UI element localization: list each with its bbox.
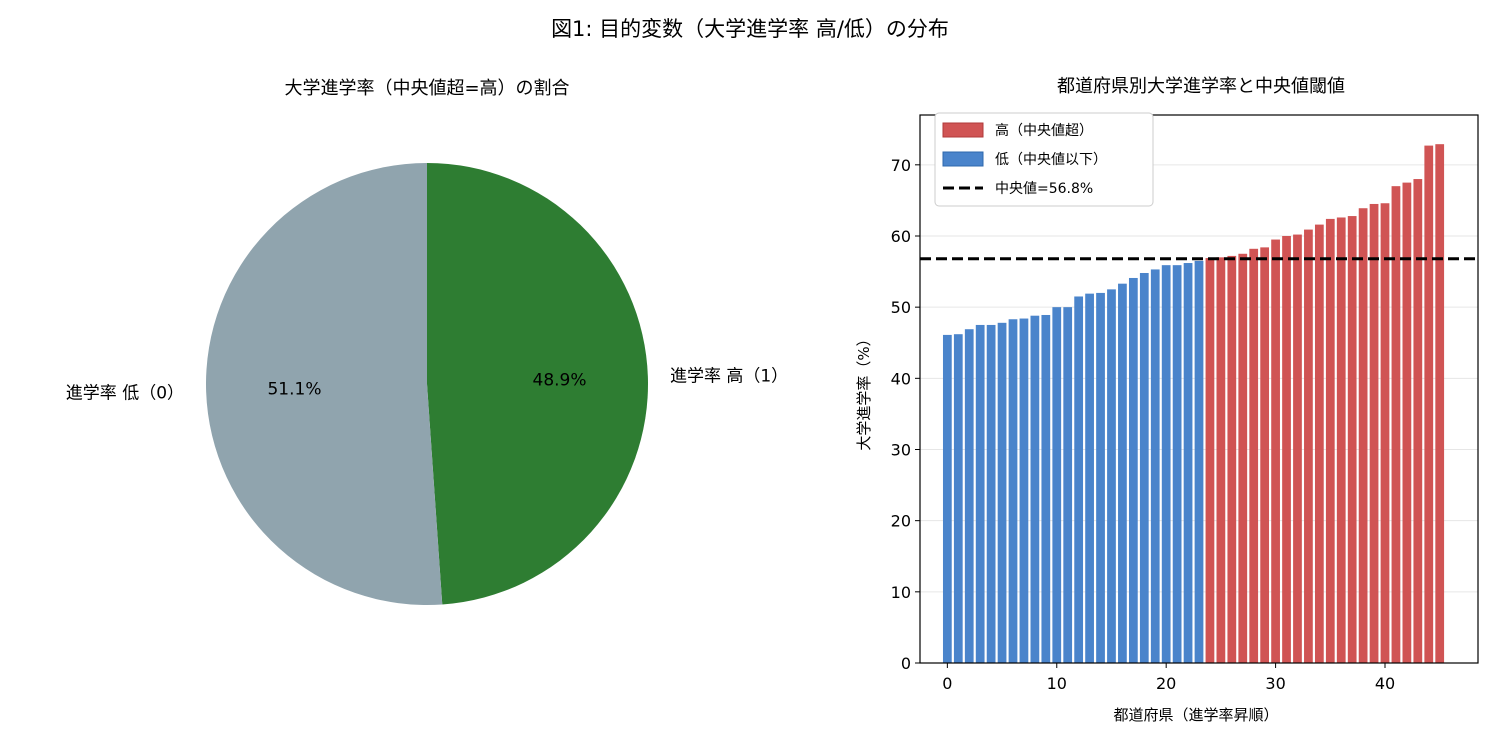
bar-low xyxy=(1194,260,1204,663)
pie-chart: 大学進学率（中央値超=高）の割合 進学率 高（1） 進学率 低（0） 48.9%… xyxy=(66,78,788,605)
bar-low xyxy=(997,322,1007,663)
bar-low xyxy=(1019,318,1029,663)
bar-low xyxy=(1183,263,1193,663)
pie-title: 大学進学率（中央値超=高）の割合 xyxy=(284,78,569,99)
legend-label-low: 低（中央値以下） xyxy=(995,152,1107,168)
bar-chart: 都道府県別大学進学率と中央値閾値 0 10 20 30 40 0 10 20 30 40 50 60… xyxy=(855,76,1479,724)
bar-high xyxy=(1424,145,1434,663)
plot-frame xyxy=(919,114,1479,664)
y-tick-label: 50 xyxy=(891,298,911,317)
x-axis-label: 都道府県（進学率昇順） xyxy=(1113,706,1278,724)
bar-high xyxy=(1238,253,1248,663)
y-tick-label: 70 xyxy=(891,156,911,175)
bar-high xyxy=(1369,203,1379,663)
bar-low xyxy=(1063,307,1073,663)
bar-high xyxy=(1358,208,1368,663)
y-tick-label: 40 xyxy=(891,369,911,388)
legend-patch-low xyxy=(942,151,984,167)
bar-low xyxy=(1096,292,1105,663)
bar-low xyxy=(1041,314,1051,663)
bar-low xyxy=(1030,315,1040,663)
bar-high xyxy=(1347,216,1357,663)
x-axis-ticks: 0 10 20 30 40 xyxy=(942,663,1395,693)
bar-chart-title: 都道府県別大学進学率と中央値閾値 xyxy=(1057,76,1345,97)
bars xyxy=(942,144,1445,664)
bar-low xyxy=(975,324,985,663)
x-tick-label: 30 xyxy=(1265,674,1285,693)
y-tick-label: 60 xyxy=(891,227,911,246)
figure-title: 図1: 目的変数（大学進学率 高/低）の分布 xyxy=(551,17,949,41)
y-axis-label: 大学進学率（%） xyxy=(855,331,873,450)
bar-low xyxy=(1085,293,1094,663)
bar-high xyxy=(1249,248,1259,663)
pie-slices xyxy=(206,163,649,605)
bar-high xyxy=(1391,186,1401,664)
pie-slice-label-high: 進学率 高（1） xyxy=(670,367,788,387)
bar-low xyxy=(942,334,952,663)
bar-low xyxy=(1118,283,1127,663)
bar-high xyxy=(1336,217,1346,663)
x-tick-label: 40 xyxy=(1375,674,1395,693)
bar-low xyxy=(1107,289,1116,663)
y-tick-label: 0 xyxy=(901,654,911,673)
bar-low xyxy=(1074,296,1084,663)
bar-high xyxy=(1227,255,1237,663)
bar-low xyxy=(953,334,963,663)
pie-slice-low xyxy=(206,163,443,605)
bar-low xyxy=(964,329,974,663)
bar-high xyxy=(1325,218,1335,663)
y-tick-label: 10 xyxy=(891,583,911,602)
pie-slice-pct-low: 51.1% xyxy=(267,380,321,400)
bar-low xyxy=(1052,307,1062,663)
x-tick-label: 20 xyxy=(1156,674,1176,693)
legend-label-high: 高（中央値超） xyxy=(995,122,1093,139)
x-tick-label: 10 xyxy=(1047,674,1067,693)
bar-high xyxy=(1402,182,1412,663)
y-axis-ticks: 0 10 20 30 40 50 60 70 xyxy=(891,156,920,673)
bar-low xyxy=(1172,265,1182,663)
bar-low xyxy=(1161,265,1171,663)
bar-low xyxy=(986,324,996,663)
bar-high xyxy=(1216,257,1226,663)
bar-low xyxy=(1008,319,1018,663)
bar-high xyxy=(1260,247,1270,663)
bar-low xyxy=(1150,269,1160,663)
pie-slice-label-low: 進学率 低（0） xyxy=(66,383,184,403)
x-tick-label: 0 xyxy=(942,674,952,693)
bar-high xyxy=(1282,235,1291,664)
bar-high xyxy=(1314,224,1324,663)
bar-low xyxy=(1139,272,1149,663)
bar-high xyxy=(1304,229,1313,663)
bar-high xyxy=(1205,258,1215,663)
bar-high xyxy=(1380,203,1390,664)
bar-high xyxy=(1413,179,1423,663)
legend: 高（中央値超） 低（中央値以下） 中央値=56.8% xyxy=(934,112,1154,207)
legend-box xyxy=(934,112,1154,207)
bar-high xyxy=(1293,234,1302,663)
legend-label-median: 中央値=56.8% xyxy=(995,181,1093,197)
legend-patch-high xyxy=(942,122,984,138)
bar-high xyxy=(1271,239,1280,663)
pie-slice-pct-high: 48.9% xyxy=(533,370,587,390)
pie-slice-high xyxy=(427,163,649,605)
bar-high xyxy=(1435,144,1445,664)
y-tick-label: 20 xyxy=(891,512,911,531)
y-tick-label: 30 xyxy=(891,440,911,459)
bar-low xyxy=(1128,277,1138,663)
